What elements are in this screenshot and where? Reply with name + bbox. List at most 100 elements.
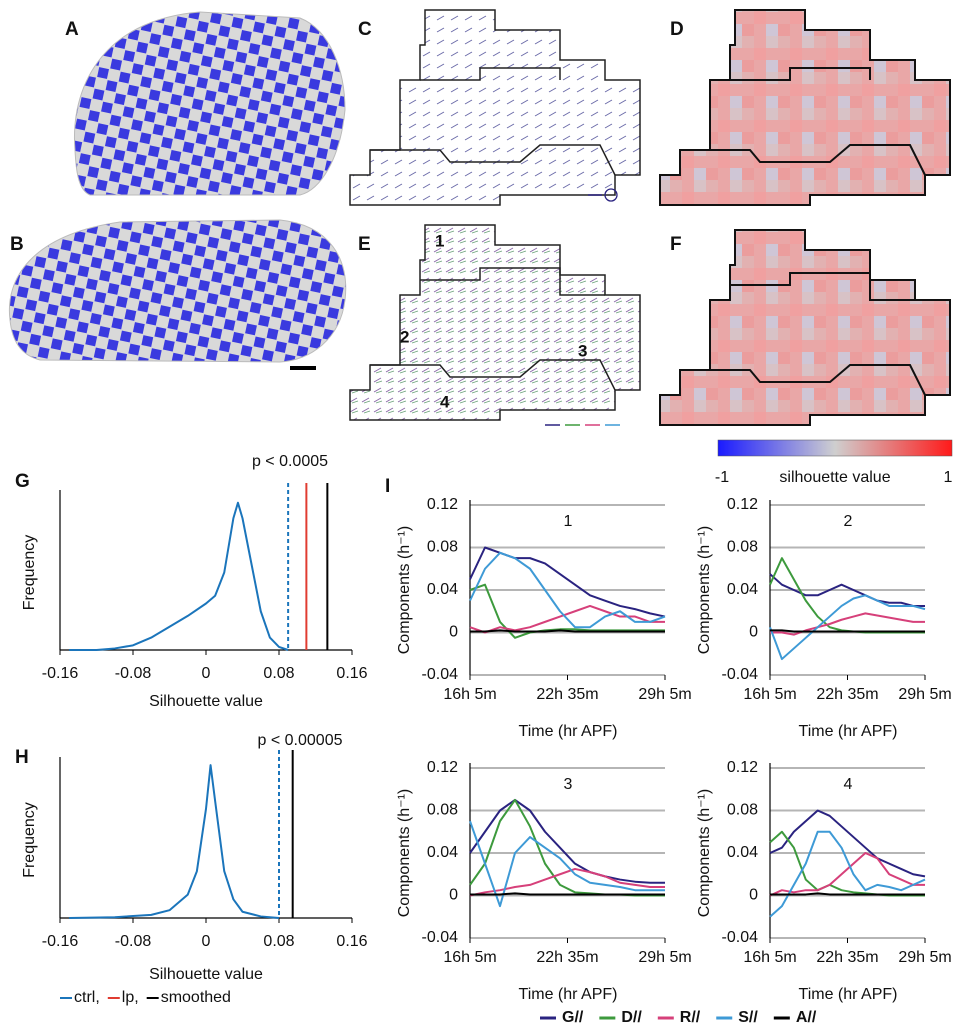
panel-label: G: [15, 471, 30, 492]
data-line: [770, 892, 925, 896]
y-tick-label: 0.08: [727, 539, 758, 556]
colorbar-max: 1: [944, 469, 953, 486]
panel-label: E: [358, 234, 371, 255]
y-tick-label: 0: [449, 624, 458, 641]
panel-label: B: [10, 234, 24, 255]
region-label: 3: [578, 341, 587, 360]
data-line: [69, 501, 289, 651]
data-line: [470, 629, 665, 633]
x-tick-label: 29h 5m: [898, 949, 951, 966]
x-tick-label: 29h 5m: [638, 949, 691, 966]
y-tick-label: 0.04: [427, 581, 458, 598]
data-line: [769, 557, 925, 634]
x-tick-label: 16h 5m: [443, 949, 496, 966]
chart-panel: p < 0.00005 -0.16 -0.08 0 0.08 0.16 Silhouette…: [21, 732, 367, 1006]
silhouette-map-d: [659, 9, 951, 206]
data-line: [770, 612, 925, 636]
x-tick-label: 16h 5m: [743, 949, 796, 966]
chart-panel: p < 0.0005 -0.16 -0.08 0 0.08 0.16 Silhouette …: [21, 453, 367, 710]
silhouette-map-f: [659, 229, 951, 426]
chart-title: p < 0.0005: [252, 453, 328, 470]
y-tick-label: 0.12: [427, 759, 458, 776]
x-tick-label: -0.08: [115, 933, 152, 950]
y-tick-label: -0.04: [422, 929, 459, 946]
x-tick-label: 22h 35m: [816, 949, 878, 966]
data-line: [769, 830, 926, 918]
scale-bar: [290, 366, 316, 370]
x-tick-label: 22h 35m: [816, 686, 878, 703]
region-border: [680, 144, 926, 176]
chart-panel: 3 -0.04 0 0.04 0.08 0.12 16h 5m 22h 35m 29h 5m Ti…: [396, 759, 691, 1003]
tissue-image-a: [73, 11, 346, 196]
region-border: [680, 364, 926, 396]
data-line: [770, 629, 925, 633]
chart-title: 4: [844, 776, 853, 793]
data-line: [769, 573, 925, 607]
data-line: [470, 892, 665, 896]
region-label: 2: [400, 327, 409, 346]
vector-map-e: [349, 224, 641, 421]
x-axis-label: Silhouette value: [149, 693, 263, 710]
x-tick-label: 0.08: [263, 665, 294, 682]
region-border: [420, 67, 561, 81]
region-border: [730, 272, 915, 301]
panel-label: A: [65, 19, 79, 40]
x-tick-label: 16h 5m: [443, 686, 496, 703]
region-border: [370, 359, 616, 391]
panel-label: C: [358, 19, 372, 40]
data-line: [769, 594, 926, 661]
y-tick-label: 0: [449, 887, 458, 904]
x-tick-label: 0: [202, 665, 211, 682]
x-tick-label: -0.16: [42, 665, 79, 682]
x-tick-label: 0.08: [263, 933, 294, 950]
y-tick-label: 0.12: [427, 496, 458, 513]
data-line: [69, 764, 280, 919]
x-tick-label: -0.16: [42, 933, 79, 950]
y-tick-label: 0.04: [727, 844, 758, 861]
chart-title: 2: [844, 513, 853, 530]
region-border: [370, 144, 616, 176]
x-tick-label: 22h 35m: [536, 686, 598, 703]
tissue-image-b: [8, 219, 347, 363]
y-tick-label: 0: [749, 887, 758, 904]
x-tick-label: 0: [202, 933, 211, 950]
x-tick-label: -0.08: [115, 665, 152, 682]
y-tick-label: -0.04: [722, 929, 759, 946]
legend-label: smoothed: [161, 989, 231, 1006]
x-tick-label: 29h 5m: [898, 686, 951, 703]
y-tick-label: 0.08: [427, 539, 458, 556]
legend-label: G//: [562, 1009, 584, 1026]
scale-mark: [604, 188, 618, 202]
colorbar-label: silhouette value: [779, 469, 890, 486]
panel-label: F: [670, 234, 682, 255]
x-tick-label: 16h 5m: [743, 686, 796, 703]
x-axis-label: Time (hr APF): [519, 723, 618, 740]
data-line: [469, 604, 665, 634]
region-label: 4: [440, 392, 450, 411]
legend-label: ctrl,: [74, 989, 100, 1006]
x-tick-label: 0.16: [336, 665, 367, 682]
legend-label: R//: [680, 1009, 701, 1026]
chart-panel: 4 -0.04 0 0.04 0.08 0.12 16h 5m 22h 35m 29h 5m Ti…: [696, 759, 951, 1003]
x-axis-label: Silhouette value: [149, 966, 263, 983]
x-tick-label: 22h 35m: [536, 949, 598, 966]
y-tick-label: 0: [749, 624, 758, 641]
y-axis-label: Frequency: [21, 802, 38, 878]
chart-title: 3: [564, 776, 573, 793]
y-tick-label: -0.04: [422, 666, 459, 683]
chart-panel: 2 -0.04 0 0.04 0.08 0.12 16h 5m 22h 35m 29h 5m Ti…: [696, 496, 951, 740]
data-line: [769, 830, 925, 897]
data-line: [469, 867, 665, 897]
data-line: [469, 583, 665, 639]
y-tick-label: 0.12: [727, 759, 758, 776]
x-axis-label: Time (hr APF): [799, 986, 898, 1003]
y-tick-label: 0.04: [727, 581, 758, 598]
region-label: 1: [435, 231, 444, 250]
y-tick-label: 0.04: [427, 844, 458, 861]
data-line: [469, 551, 666, 629]
y-axis-label: Components (h⁻¹): [696, 526, 713, 655]
y-axis-label: Components (h⁻¹): [396, 789, 413, 918]
region-border: [730, 67, 871, 81]
